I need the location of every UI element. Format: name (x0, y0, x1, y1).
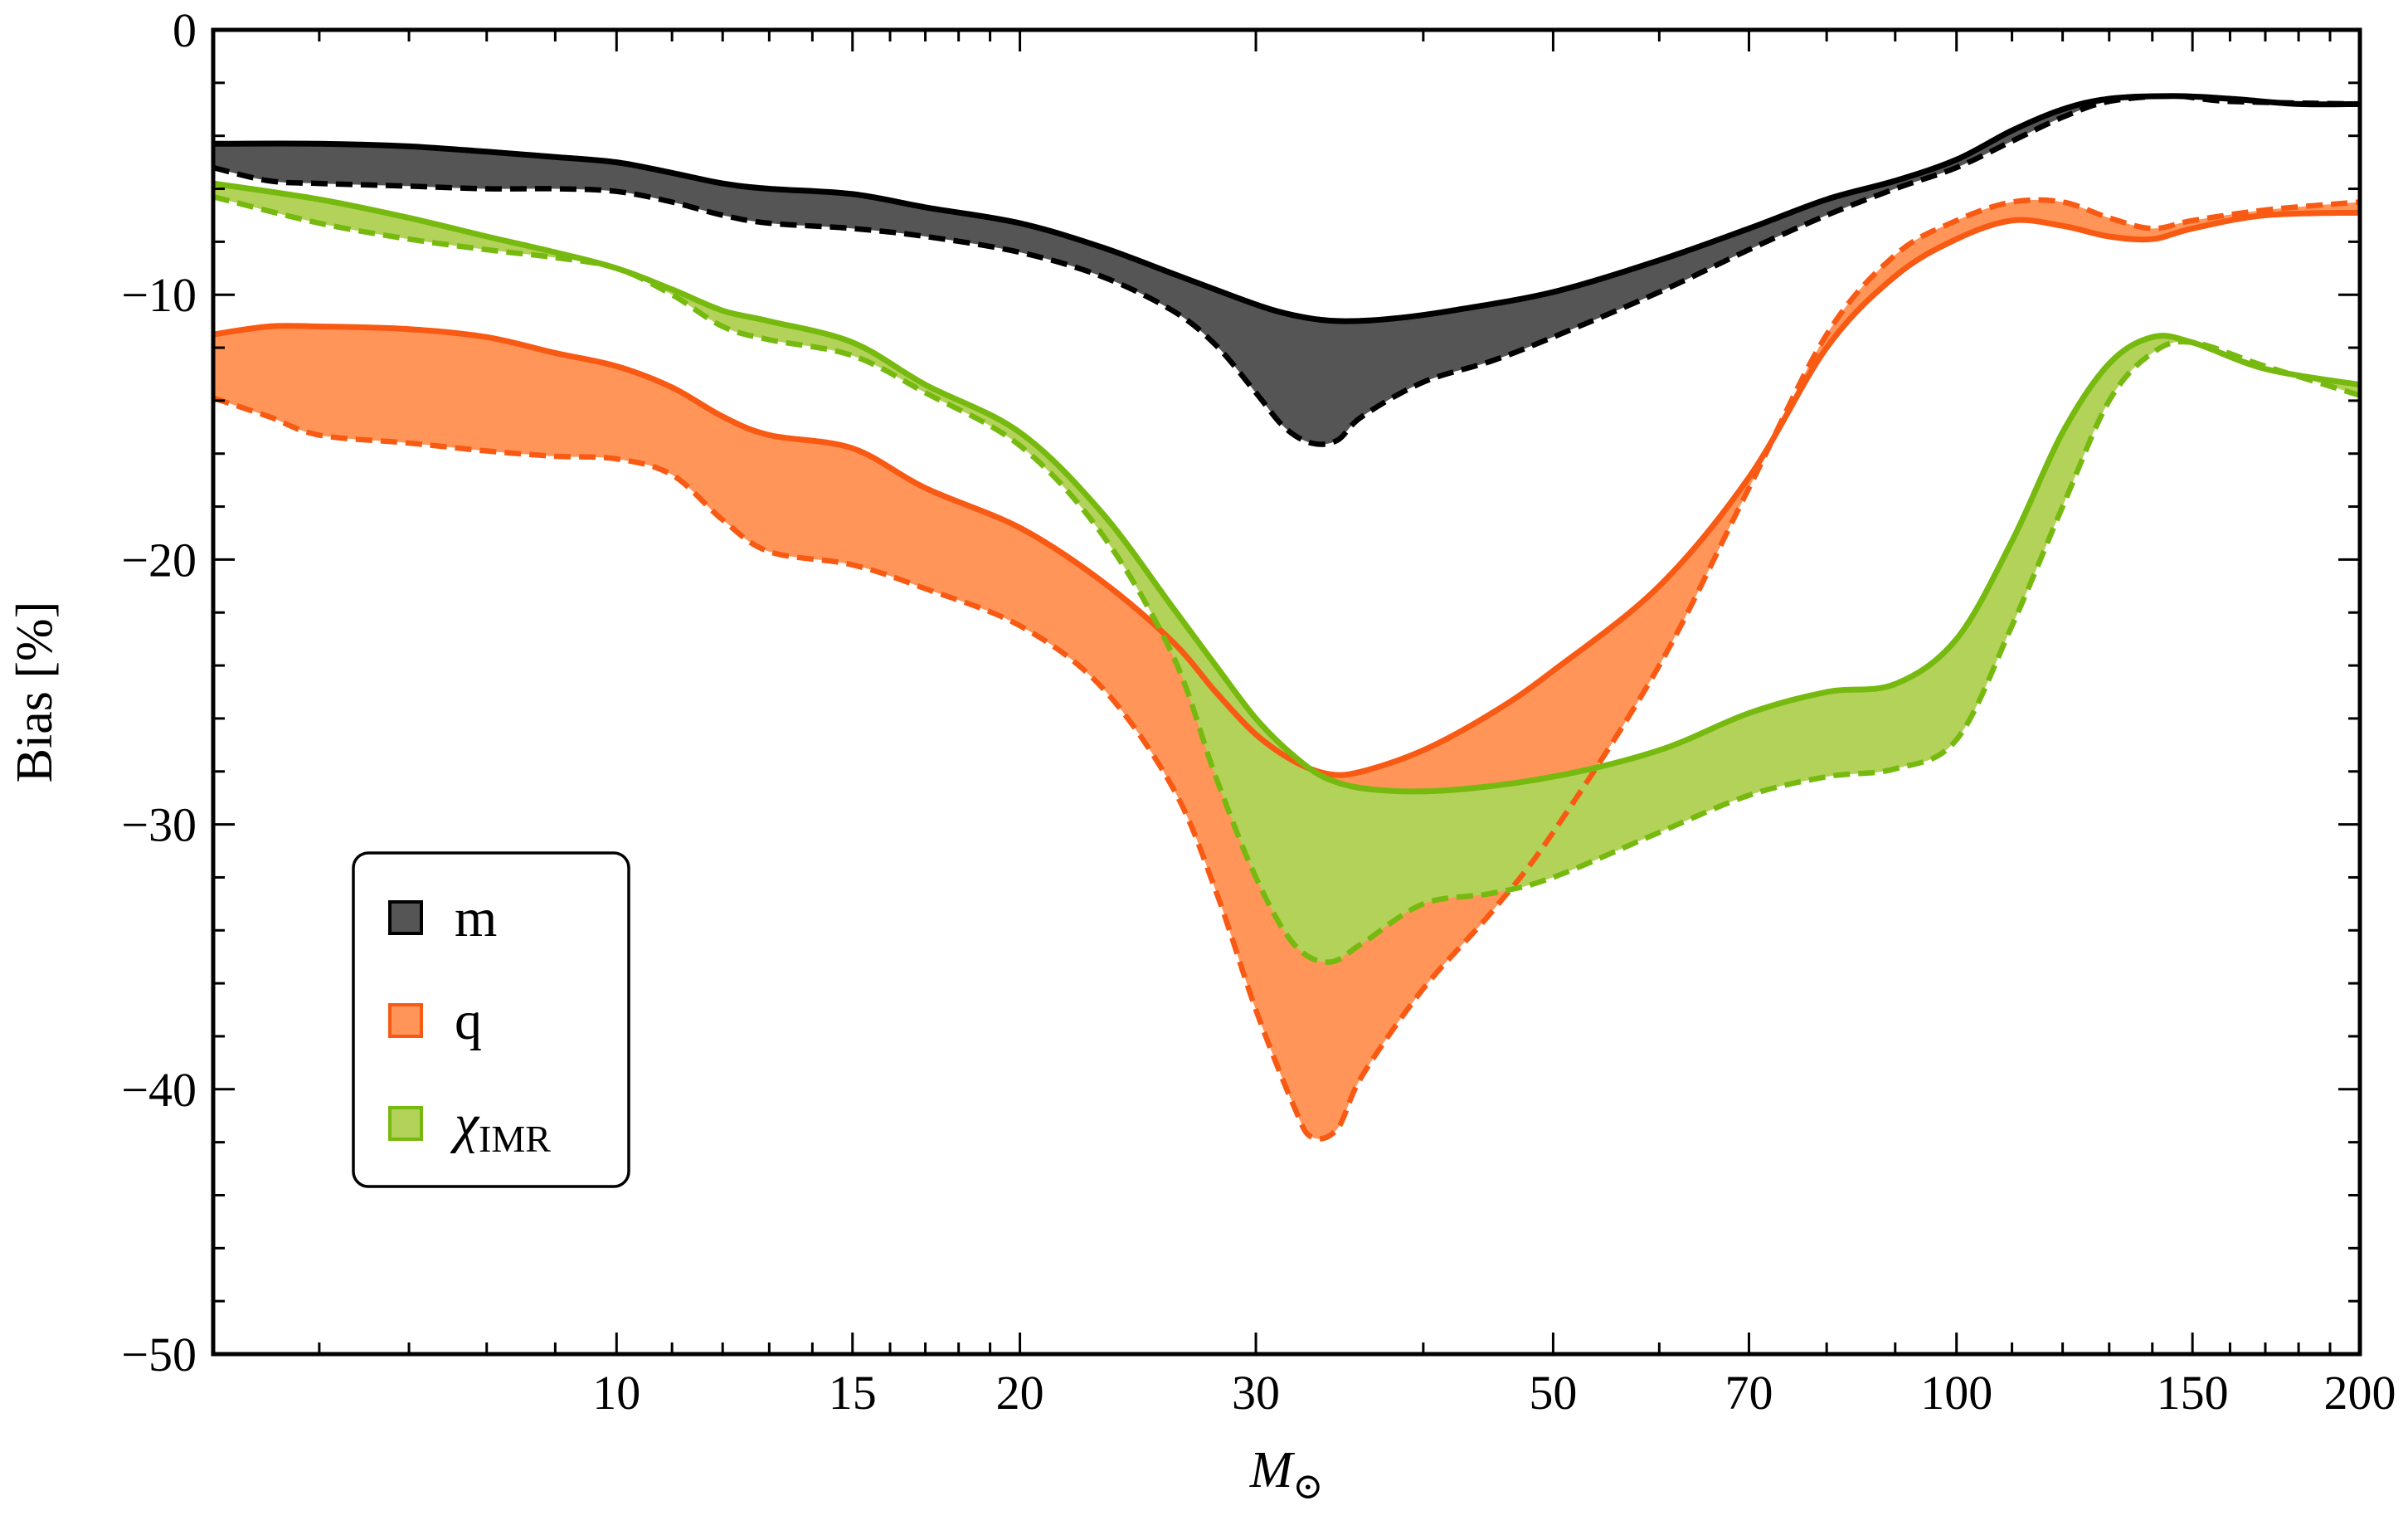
legend-label-IMR: χIMR (450, 1094, 551, 1160)
series-bands (213, 95, 2360, 1139)
dashed-line-IMR (212, 193, 2361, 965)
y-tick-label: −50 (121, 1328, 197, 1381)
dashed-line-m (212, 93, 2361, 447)
x-tick-label: 30 (1232, 1366, 1280, 1420)
axis-tick-labels: 0 −10 −20 −30 −40 −50 10 15 20 30 50 70 100 150 200 (121, 3, 2396, 1420)
solid-line-q (212, 209, 2361, 778)
x-tick-label: 20 (996, 1366, 1044, 1420)
x-tick-label: 100 (1920, 1366, 1992, 1420)
legend: mq χIMR (352, 851, 630, 1188)
x-tick-label: 150 (2157, 1366, 2229, 1420)
x-tick-label: 10 (592, 1366, 640, 1420)
x-tick-label: 200 (2324, 1366, 2396, 1420)
series-lines (212, 93, 2361, 1142)
y-tick-label: −30 (121, 798, 197, 852)
band-m (213, 95, 2360, 445)
y-tick-label: 0 (173, 3, 197, 57)
x-tick-label: 15 (829, 1366, 877, 1420)
legend-swatch-q (388, 1003, 423, 1038)
legend-swatch-m (388, 900, 423, 935)
solid-line-m (212, 93, 2361, 324)
x-tick-label: 70 (1725, 1366, 1773, 1420)
band-q (213, 199, 2360, 1139)
legend-label-q: q (455, 991, 482, 1051)
x-axis-title-subscript: ⊙ (1292, 1466, 1323, 1507)
legend-swatch-IMR (388, 1106, 423, 1141)
y-tick-label: −40 (121, 1063, 197, 1117)
y-tick-label: −10 (121, 268, 197, 322)
x-tick-label: 50 (1529, 1366, 1577, 1420)
dashed-line-q (212, 197, 2361, 1142)
legend-box (352, 851, 630, 1188)
y-axis-title: Bias [%] (7, 602, 63, 783)
band-IMR (213, 183, 2360, 962)
legend-label-m: m (455, 888, 497, 948)
plot-frame (211, 27, 2362, 1357)
y-tick-label: −20 (121, 533, 197, 587)
